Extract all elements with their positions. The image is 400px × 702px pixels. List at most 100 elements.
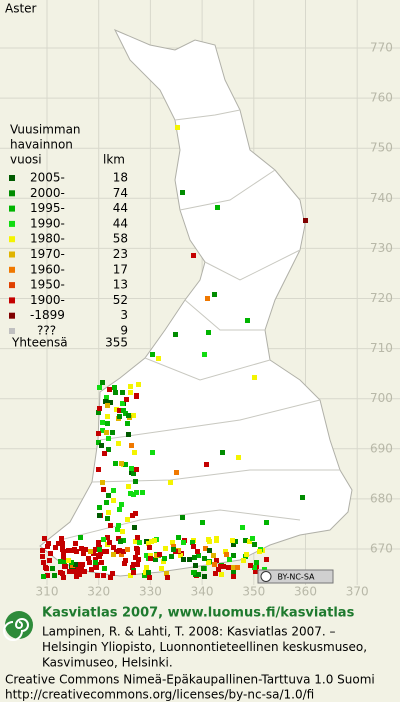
observation-square xyxy=(133,479,138,484)
legend-col-count: lkm xyxy=(103,153,125,167)
observation-square xyxy=(73,562,78,567)
observation-square xyxy=(114,407,119,412)
legend-col-year: vuosi xyxy=(10,153,42,167)
finland-outline xyxy=(39,29,353,577)
observation-square xyxy=(59,536,64,541)
observation-square xyxy=(126,484,131,489)
observation-square xyxy=(100,380,105,385)
observation-square xyxy=(95,573,100,578)
observation-square xyxy=(45,573,50,578)
legend-label: 1900- xyxy=(30,293,65,307)
observation-square xyxy=(132,450,137,455)
observation-square xyxy=(97,385,102,390)
observation-square xyxy=(98,551,103,556)
observation-square xyxy=(113,390,118,395)
observation-square xyxy=(134,467,139,472)
observation-square xyxy=(149,539,154,544)
observation-square xyxy=(48,551,53,556)
observation-square xyxy=(81,551,86,556)
legend-swatch xyxy=(9,282,15,289)
observation-square xyxy=(147,545,152,550)
legend-count: 44 xyxy=(113,201,128,215)
observation-square xyxy=(146,570,151,575)
observation-square xyxy=(187,557,192,562)
observation-square xyxy=(126,432,131,437)
observation-square xyxy=(61,575,66,580)
observation-square xyxy=(116,536,121,541)
observation-square xyxy=(163,546,168,551)
legend-label: 2005- xyxy=(30,171,65,185)
observation-square xyxy=(60,541,65,546)
x-grid-label: 330 xyxy=(139,585,162,599)
legend-swatch xyxy=(9,205,15,212)
legend-count: 9 xyxy=(120,324,128,338)
observation-square xyxy=(133,555,138,560)
observation-square xyxy=(117,414,122,419)
observation-square xyxy=(105,516,110,521)
observation-square xyxy=(40,554,45,559)
observation-square xyxy=(254,560,259,565)
observation-square xyxy=(42,536,47,541)
observation-square xyxy=(125,517,130,522)
observation-square xyxy=(107,387,112,392)
x-grid-label: 350 xyxy=(242,585,265,599)
observation-square xyxy=(195,549,200,554)
observation-square xyxy=(140,490,145,495)
observation-square xyxy=(131,492,136,497)
observation-square xyxy=(211,553,216,558)
observation-square xyxy=(300,495,305,500)
observation-square xyxy=(203,546,208,551)
observation-square xyxy=(103,399,108,404)
observation-square xyxy=(126,413,131,418)
observation-square xyxy=(56,541,61,546)
observation-square xyxy=(133,511,138,516)
observation-square xyxy=(147,575,152,580)
legend-swatch xyxy=(9,266,15,273)
observation-square xyxy=(108,400,113,405)
observation-square xyxy=(128,390,133,395)
observation-square xyxy=(78,535,83,540)
observation-square xyxy=(227,557,232,562)
observation-square xyxy=(116,441,121,446)
observation-square xyxy=(148,553,153,558)
legend-label: ??? xyxy=(37,324,56,338)
observation-square xyxy=(97,505,102,510)
legend-label: 1970- xyxy=(30,247,65,261)
footer: Lampinen, R. & Lahti, T. 2008: Kasviatla… xyxy=(5,625,375,702)
observation-square xyxy=(117,548,122,553)
legend-count: 13 xyxy=(113,278,128,292)
observation-square xyxy=(100,428,105,433)
observation-square xyxy=(102,566,107,571)
observation-square xyxy=(75,566,80,571)
observation-square xyxy=(135,547,140,552)
observation-square xyxy=(63,564,68,569)
observation-square xyxy=(159,566,164,571)
observation-square xyxy=(135,535,140,540)
observation-square xyxy=(252,565,257,570)
observation-square xyxy=(52,573,57,578)
x-grid-label: 370 xyxy=(346,585,369,599)
observation-square xyxy=(119,552,124,557)
observation-square xyxy=(108,523,113,528)
observation-square xyxy=(176,548,181,553)
observation-square xyxy=(136,382,141,387)
observation-square xyxy=(110,430,115,435)
observation-square xyxy=(62,560,67,565)
observation-square xyxy=(215,205,220,210)
observation-square xyxy=(66,558,71,563)
observation-square xyxy=(41,560,46,565)
observation-square xyxy=(240,525,245,530)
observation-square xyxy=(136,557,141,562)
observation-square xyxy=(303,218,308,223)
observation-square xyxy=(86,556,91,561)
observation-square xyxy=(105,414,110,419)
legend-swatch xyxy=(9,236,15,243)
observation-square xyxy=(116,523,121,528)
observation-square xyxy=(121,408,126,413)
observation-square xyxy=(111,498,116,503)
x-grid-label: 340 xyxy=(191,585,214,599)
observation-square xyxy=(201,566,206,571)
observation-square xyxy=(104,395,109,400)
